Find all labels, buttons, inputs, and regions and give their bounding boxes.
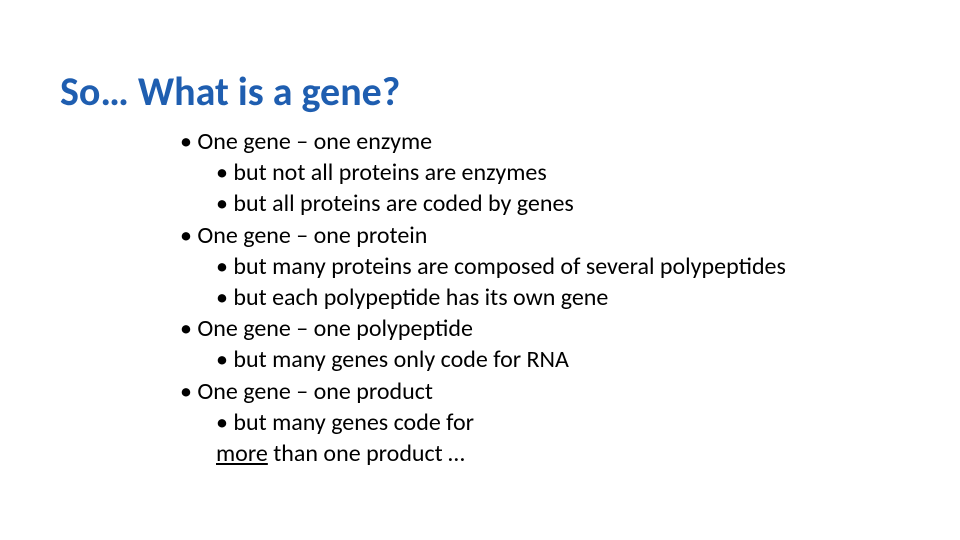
bullet-l1: One gene – one enzyme bbox=[180, 126, 900, 157]
slide-title: So… What is a gene? bbox=[60, 70, 900, 114]
bullet-l2: but not all proteins are enzymes bbox=[216, 157, 900, 188]
bullet-l2: but each polypeptide has its own gene bbox=[216, 282, 900, 313]
bullet-l1: One gene – one protein bbox=[180, 220, 900, 251]
bullet-l1: One gene – one polypeptide bbox=[180, 313, 900, 344]
bullet-l2-continuation: more than one product … bbox=[216, 438, 900, 469]
slide: So… What is a gene? One gene – one enzym… bbox=[0, 0, 960, 540]
bullet-l2: but many genes only code for RNA bbox=[216, 344, 900, 375]
bullet-l2: but many genes code for bbox=[216, 407, 900, 438]
slide-body: One gene – one enzyme but not all protei… bbox=[60, 126, 900, 469]
underlined-word: more bbox=[216, 439, 268, 468]
bullet-l1: One gene – one product bbox=[180, 376, 900, 407]
bullet-l2: but all proteins are coded by genes bbox=[216, 188, 900, 219]
bullet-l2: but many proteins are composed of severa… bbox=[216, 251, 900, 282]
rest-text: than one product … bbox=[268, 439, 465, 468]
